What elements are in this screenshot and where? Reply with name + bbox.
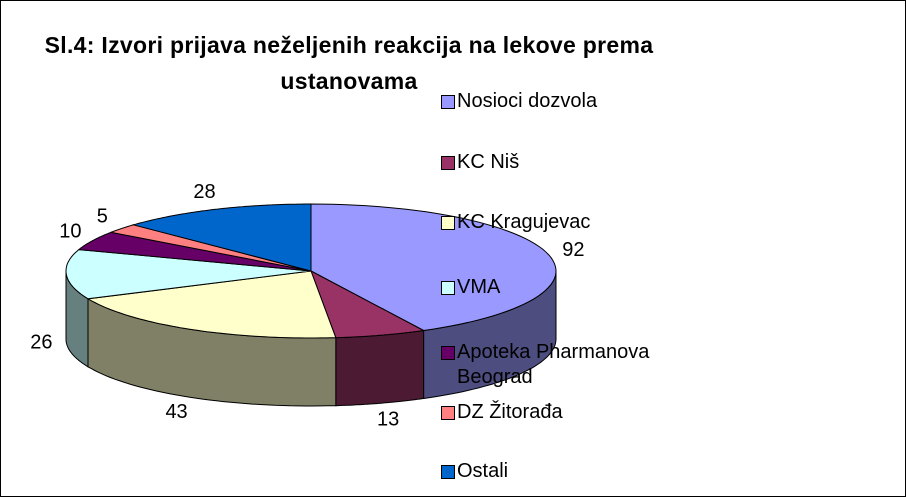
legend-label: DZ Žitorađa — [457, 401, 563, 423]
legend-swatch — [441, 281, 455, 295]
legend-swatch — [441, 406, 455, 420]
legend-item: Nosioci dozvola — [441, 89, 901, 114]
data-label: 26 — [30, 332, 52, 354]
slice — [65, 249, 312, 300]
slice — [131, 203, 312, 272]
legend-label: VMA — [457, 276, 501, 298]
slice — [77, 231, 312, 272]
slice-side — [335, 329, 425, 407]
slice — [310, 203, 557, 332]
legend-item: KC Kragujevac — [441, 210, 901, 235]
slice — [110, 224, 312, 272]
legend-label: Apoteka Pharmanova Beograd — [457, 341, 650, 388]
legend-swatch — [441, 346, 455, 360]
legend-item: Apoteka Pharmanova Beograd — [441, 340, 901, 390]
data-label: 13 — [377, 409, 399, 431]
data-label: 10 — [59, 221, 81, 243]
legend-swatch — [441, 216, 455, 230]
legend-label: KC Kragujevac — [457, 211, 591, 233]
legend-label: KC Niš — [457, 151, 520, 173]
slice — [86, 270, 337, 339]
legend-label: Nosioci dozvola — [457, 90, 598, 112]
data-label: 92 — [562, 239, 584, 261]
data-label: 43 — [165, 401, 187, 423]
legend-label: Ostali — [457, 460, 509, 482]
legend-swatch — [441, 156, 455, 170]
legend-item: KC Niš — [441, 150, 901, 175]
data-label: 28 — [193, 181, 215, 203]
chart-title: Sl.4: Izvori prijava neželjenih reakcija… — [44, 32, 654, 94]
legend-item: Ostali — [441, 459, 901, 484]
legend-item: DZ Žitorađa — [441, 400, 901, 425]
legend-swatch — [441, 465, 455, 479]
legend-item: VMA — [441, 275, 901, 300]
data-label: 5 — [97, 205, 108, 227]
slice — [310, 269, 426, 339]
legend-swatch — [441, 95, 455, 109]
